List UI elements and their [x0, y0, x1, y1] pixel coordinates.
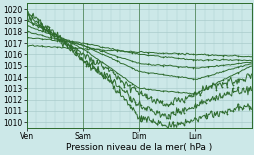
X-axis label: Pression niveau de la mer( hPa ): Pression niveau de la mer( hPa ): [66, 143, 212, 152]
